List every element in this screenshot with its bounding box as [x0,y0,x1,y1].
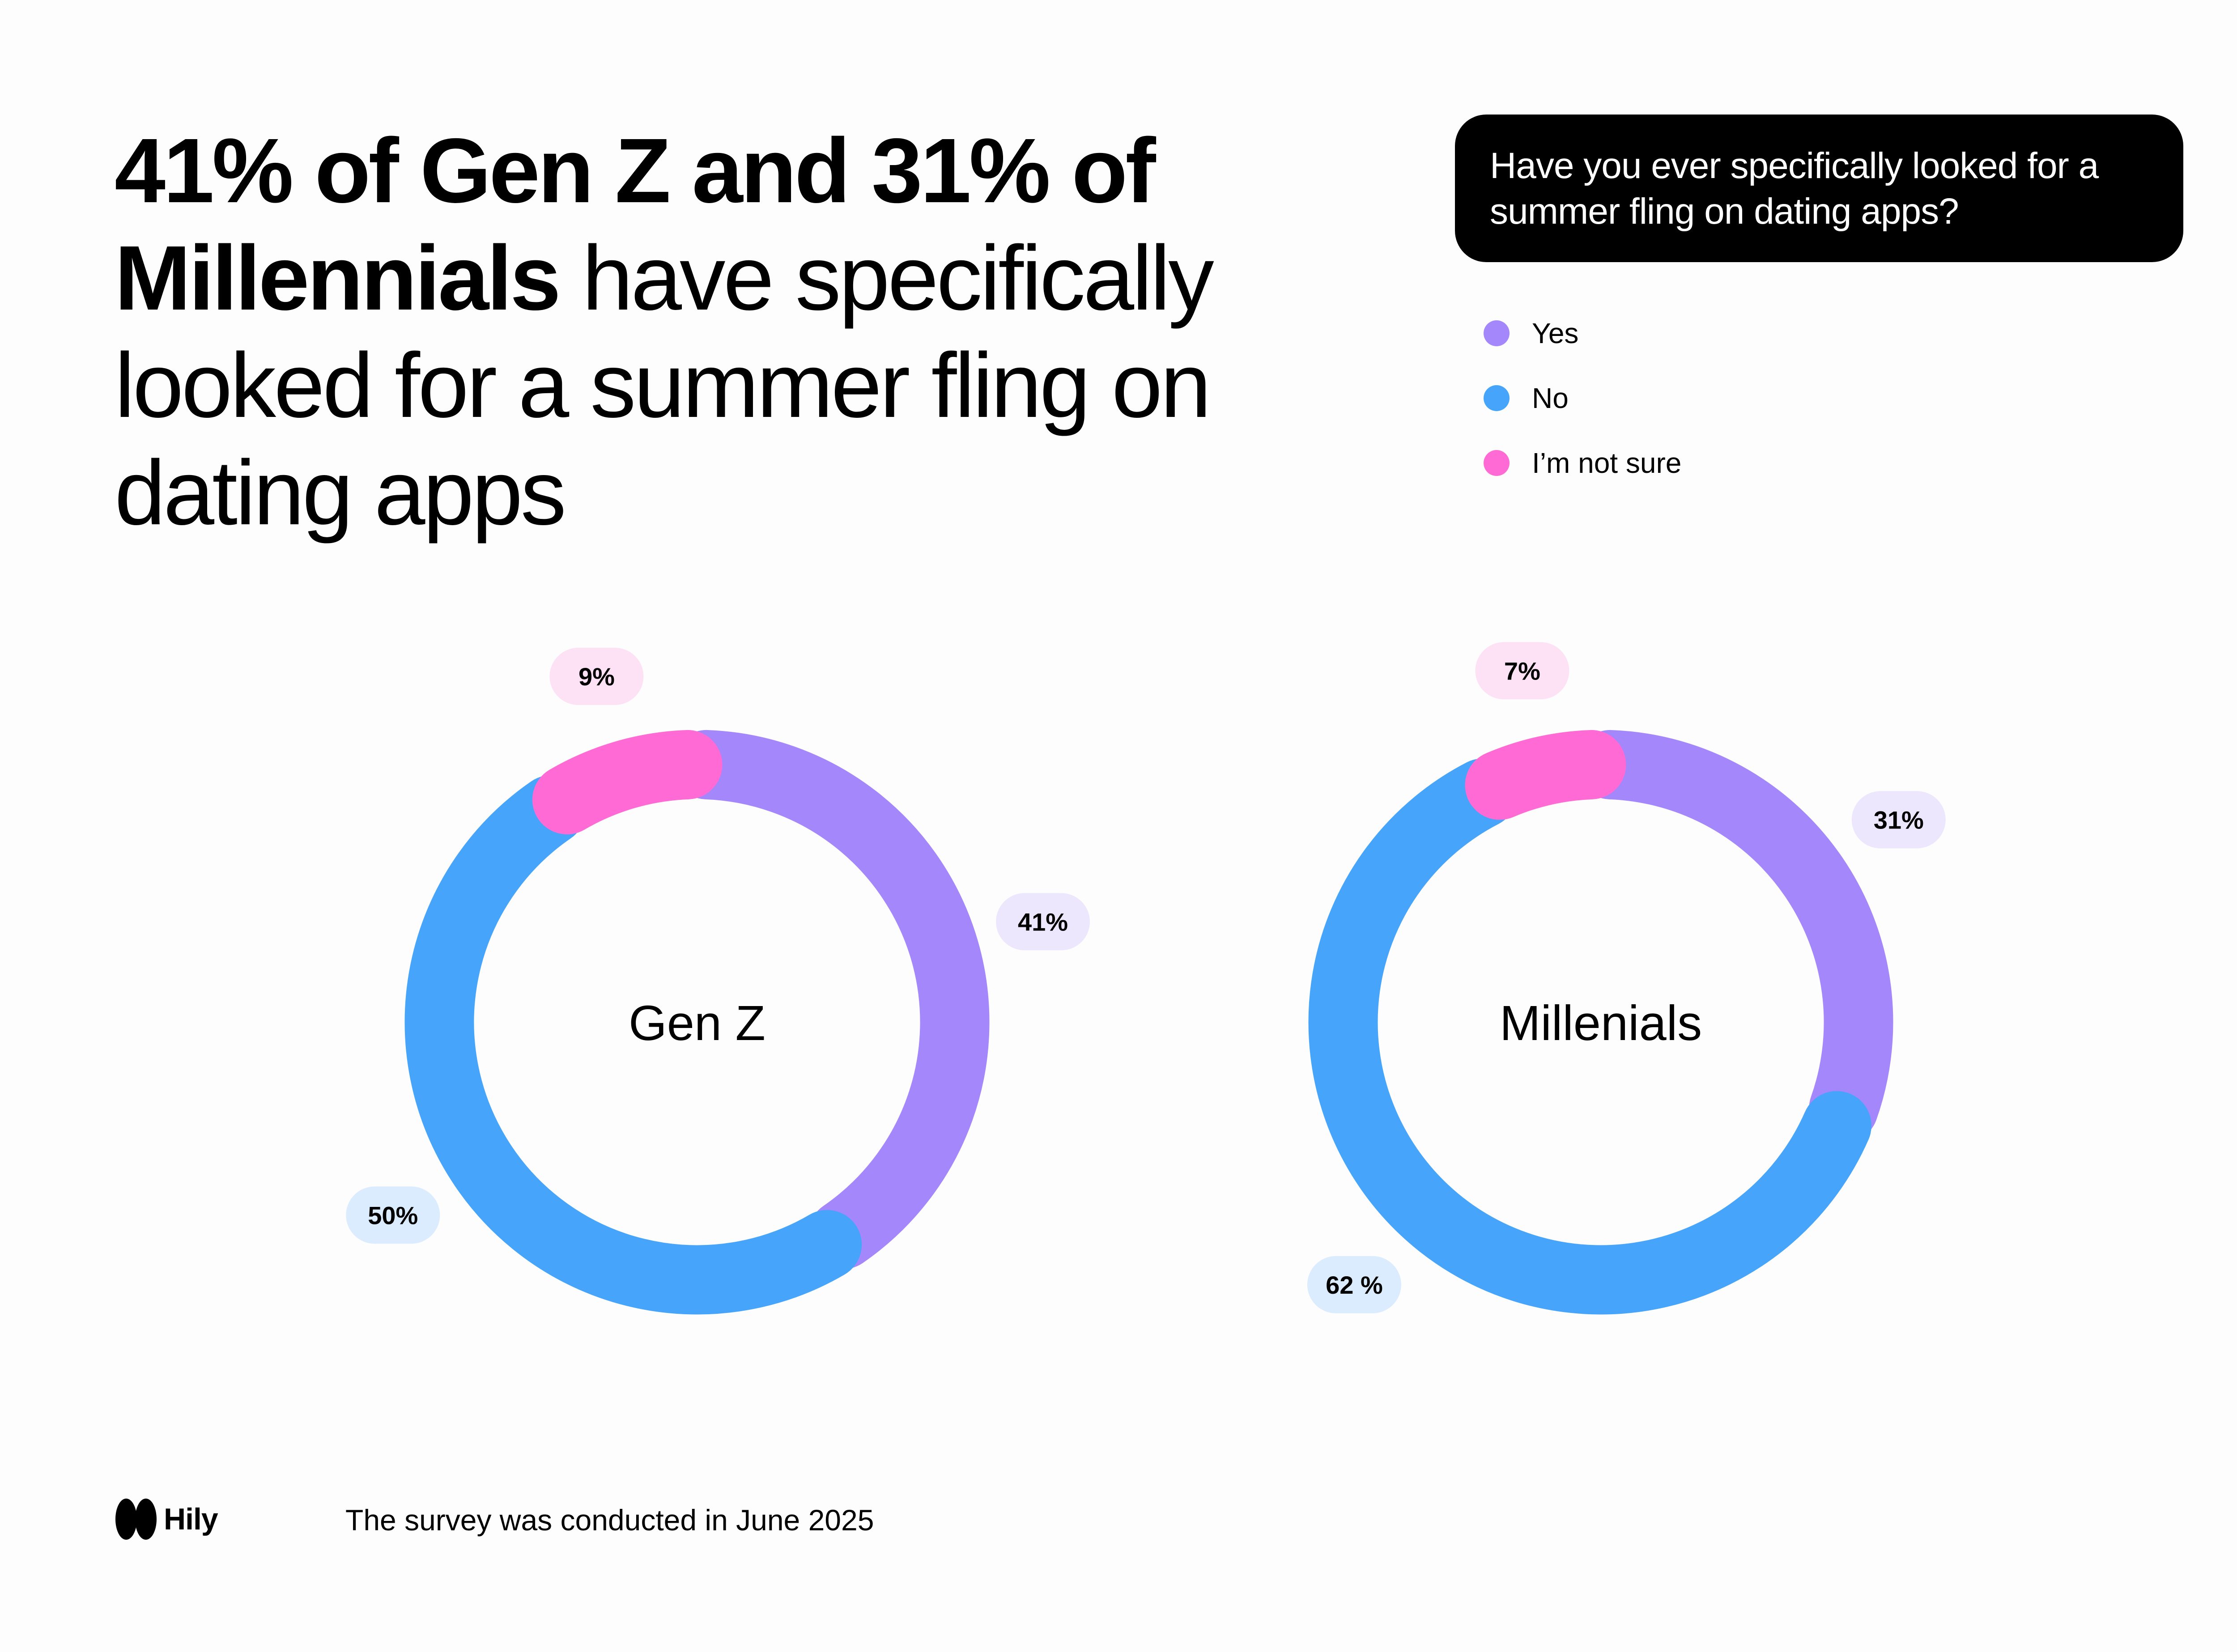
survey-note: The survey was conducted in June 2025 [345,1503,874,1537]
donut-2-center-label: Millenials [1500,996,1702,1051]
legend-item-yes: Yes [1484,301,1681,365]
hily-logo-icon [115,1499,157,1540]
donut-1-slice-yes [672,730,990,1270]
legend: Yes No I’m not sure [1484,301,1681,495]
donut-1-label-yes: 41% [996,893,1090,951]
legend-label-not-sure: I’m not sure [1532,446,1682,479]
logo-text: Hily [164,1502,218,1536]
legend-label-yes: Yes [1532,317,1579,349]
donut-1-label-not-sure: 9% [549,647,644,705]
headline: 41% of Gen Z and 31% of Millennials have… [115,117,1296,547]
data-label-bg [549,647,644,705]
data-label-text: 41% [1018,908,1068,936]
donut-1-center-label: Gen Z [629,996,766,1051]
donut-2-label-not-sure: 7% [1475,642,1569,700]
donut-2-label-no: 62 % [1307,1256,1401,1313]
question-text: Have you ever specifically looked for a … [1490,145,2099,232]
data-label-text: 9% [578,662,615,691]
donut-chart-2: 31% 62 % 7% Millenials [1307,642,1946,1315]
data-label-bg [1851,791,1946,849]
legend-dot-not-sure [1484,450,1510,476]
legend-item-not-sure: I’m not sure [1484,430,1681,495]
donut-2-slice-yes [1575,730,1893,1143]
data-label-text: 50% [368,1201,418,1229]
donut-2-slice-not-sure [1465,730,1626,820]
donut-1-slice-not-sure [532,730,723,835]
donut-2-slice-no [1308,758,1871,1315]
legend-dot-no [1484,385,1510,411]
headline-regular: have specifically looked for a summer fl… [115,227,1214,544]
donut-chart-1: 41% 50% 9% Gen Z [346,647,1090,1315]
data-label-bg [1475,642,1569,700]
legend-label-no: No [1532,382,1569,414]
data-label-bg [346,1186,440,1244]
data-label-bg [1307,1256,1401,1313]
data-label-text: 31% [1874,806,1924,834]
footer-logo: Hily [115,1497,218,1542]
donut-2-label-yes: 31% [1851,791,1946,849]
question-box: Have you ever specifically looked for a … [1455,115,2183,262]
data-label-bg [996,893,1090,951]
data-label-text: 62 % [1326,1271,1383,1299]
legend-item-no: No [1484,365,1681,430]
legend-dot-yes [1484,320,1510,346]
headline-bold: 41% of Gen Z and 31% of Millennials [115,119,1156,329]
donut-1-label-no: 50% [346,1186,440,1244]
data-label-text: 7% [1504,657,1540,685]
donut-1-slice-no [404,775,862,1315]
